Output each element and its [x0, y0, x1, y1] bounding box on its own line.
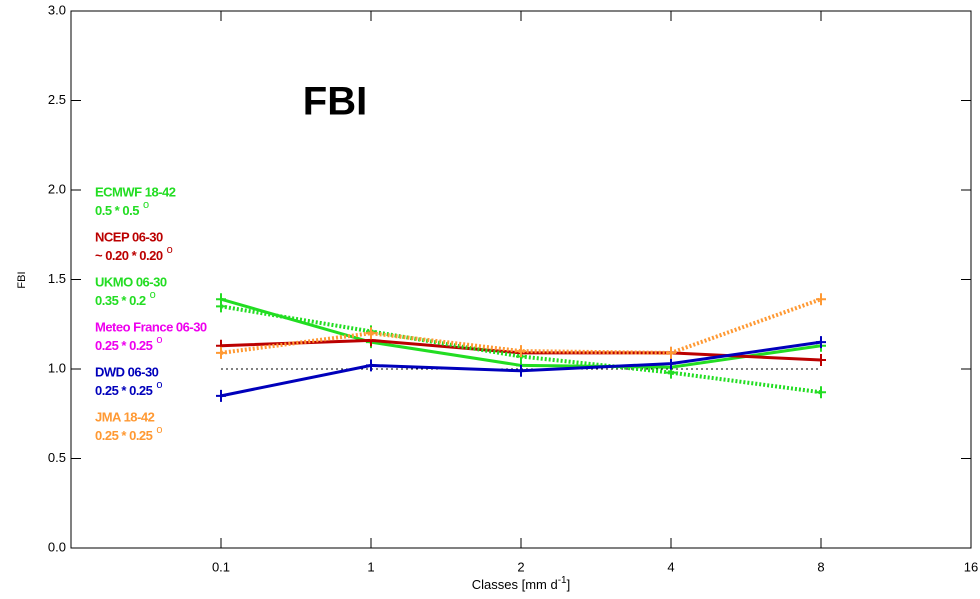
x-tick-label: 16	[964, 559, 978, 574]
legend-name: DWD 06-30	[95, 364, 159, 379]
point-marker	[666, 346, 676, 359]
y-tick-label: 0.5	[48, 450, 66, 465]
x-tick-label: 4	[667, 559, 674, 574]
x-tick-label: 2	[517, 559, 524, 574]
point-marker	[216, 300, 226, 313]
legend-resolution: ~ 0.20 * 0.20 o	[95, 244, 173, 264]
point-marker	[516, 364, 526, 377]
y-tick-label: 1.0	[48, 360, 66, 375]
legend-resolution-text: 0.35 * 0.2	[95, 293, 146, 308]
point-marker	[366, 359, 376, 372]
legend-resolution: 0.25 * 0.25 o	[95, 379, 162, 399]
legend-resolution-text: 0.25 * 0.25	[95, 383, 153, 398]
point-marker	[816, 386, 826, 399]
y-axis-label: FBI	[16, 271, 28, 288]
point-marker	[516, 345, 526, 358]
legend-degree: o	[156, 334, 162, 346]
legend-resolution-text: 0.25 * 0.25	[95, 428, 153, 443]
legend-name: ECMWF 18-42	[95, 184, 176, 199]
legend-resolution: 0.25 * 0.25 o	[95, 334, 162, 354]
y-tick-label: 2.5	[48, 92, 66, 107]
series-line	[220, 297, 822, 355]
point-marker	[666, 357, 676, 370]
y-tick-label: 2.0	[48, 181, 66, 196]
point-marker	[216, 346, 226, 359]
legend-resolution: 0.5 * 0.5 o	[95, 199, 149, 219]
x-label-end: ]	[567, 577, 571, 592]
x-tick-label: 8	[817, 559, 824, 574]
legend-resolution-text: 0.25 * 0.25	[95, 338, 153, 353]
plot-frame	[70, 10, 972, 549]
point-marker	[816, 293, 826, 306]
point-marker	[366, 327, 376, 340]
point-marker	[216, 389, 226, 402]
legend-name: NCEP 06-30	[95, 229, 163, 244]
x-axis-label: Classes [mm d-1]	[472, 575, 571, 593]
legend-degree: o	[150, 289, 156, 301]
legend-name: UKMO 06-30	[95, 274, 167, 289]
legend-resolution-text: 0.5 * 0.5	[95, 203, 139, 218]
y-tick-label: 1.5	[48, 271, 66, 286]
legend-degree: o	[156, 379, 162, 391]
legend-resolution: 0.25 * 0.25 o	[95, 424, 162, 444]
legend-resolution: 0.35 * 0.2 o	[95, 289, 156, 309]
x-tick-label: 0.1	[212, 559, 230, 574]
legend-degree: o	[167, 244, 173, 256]
legend-degree: o	[143, 199, 149, 211]
y-tick-label: 3.0	[48, 2, 66, 17]
legend-resolution-text: ~ 0.20 * 0.20	[95, 248, 163, 263]
legend-name: Meteo France 06-30	[95, 319, 207, 334]
x-label-text: Classes [mm d	[472, 577, 558, 592]
x-label-sup: -1	[558, 575, 567, 586]
annotation: FBI	[303, 80, 367, 124]
legend-name: JMA 18-42	[95, 409, 155, 424]
point-marker	[816, 354, 826, 367]
y-tick-label: 0.0	[48, 539, 66, 554]
legend-degree: o	[156, 424, 162, 436]
point-marker	[816, 336, 826, 349]
x-tick-label: 1	[367, 559, 374, 574]
